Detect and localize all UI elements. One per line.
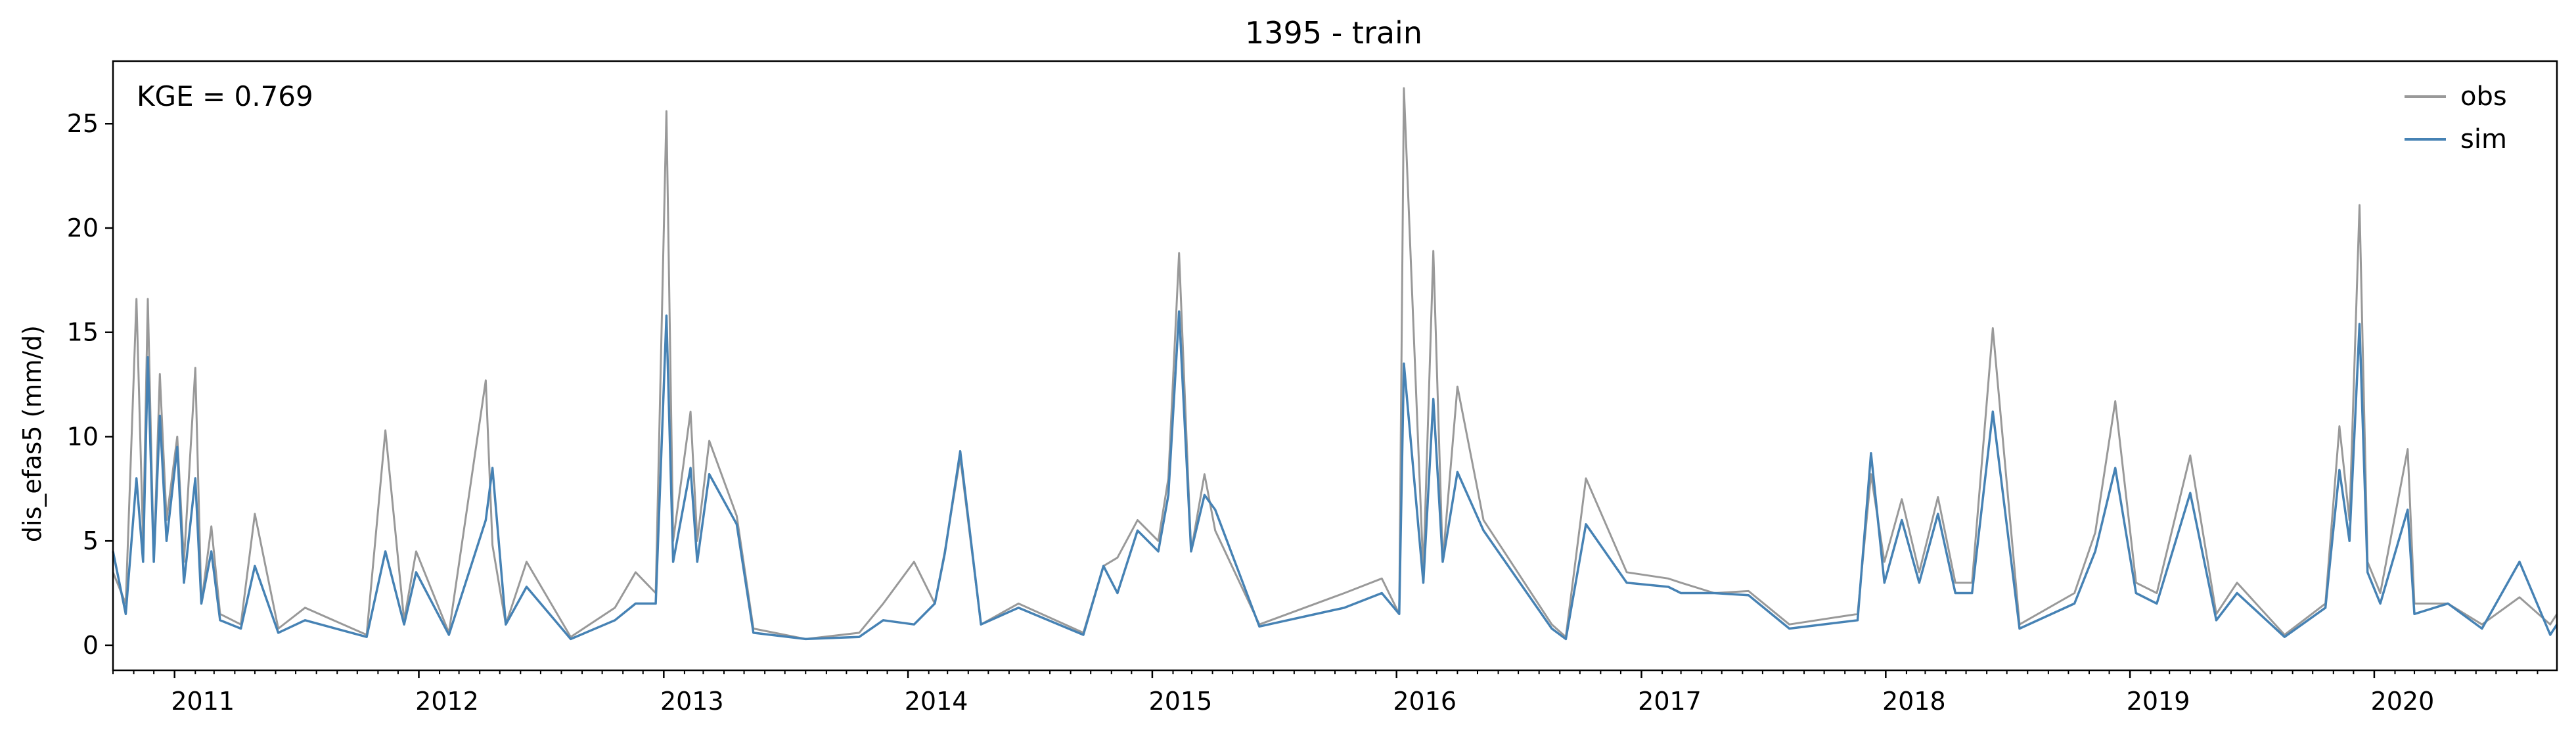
y-tick-label: 20 — [67, 214, 99, 242]
x-tick-label: 2011 — [171, 687, 235, 716]
x-tick-label: 2016 — [1393, 687, 1457, 716]
y-tick-label: 0 — [83, 631, 99, 660]
series-line-sim — [112, 310, 2558, 641]
y-axis-label: dis_efas5 (mm/d) — [18, 325, 47, 542]
series-line-obs — [112, 87, 2558, 640]
y-tick-label: 25 — [67, 109, 99, 138]
x-tick-label: 2019 — [2127, 687, 2190, 716]
x-tick-label: 2014 — [905, 687, 968, 716]
chart-title: 1395 - train — [1245, 15, 1422, 51]
x-tick-label: 2015 — [1149, 687, 1213, 716]
plot-area: 0 5 10 15 20 25 2011 2012 2013 2014 2015 2016 2017 20… — [67, 60, 2558, 716]
legend-label-sim: sim — [2460, 124, 2507, 154]
y-tick-label: 10 — [67, 422, 99, 451]
axes-frame — [112, 60, 2558, 672]
x-tick-label: 2017 — [1638, 687, 1702, 716]
y-tick-label: 15 — [67, 318, 99, 347]
y-tick-label: 5 — [83, 526, 99, 555]
x-tick-label: 2012 — [415, 687, 479, 716]
legend-label-obs: obs — [2460, 81, 2507, 112]
legend: obs sim — [2405, 81, 2507, 154]
x-tick-label: 2013 — [660, 687, 724, 716]
x-tick-label: 2020 — [2371, 687, 2435, 716]
x-tick-label: 2018 — [1882, 687, 1946, 716]
kge-annotation: KGE = 0.769 — [137, 80, 313, 112]
